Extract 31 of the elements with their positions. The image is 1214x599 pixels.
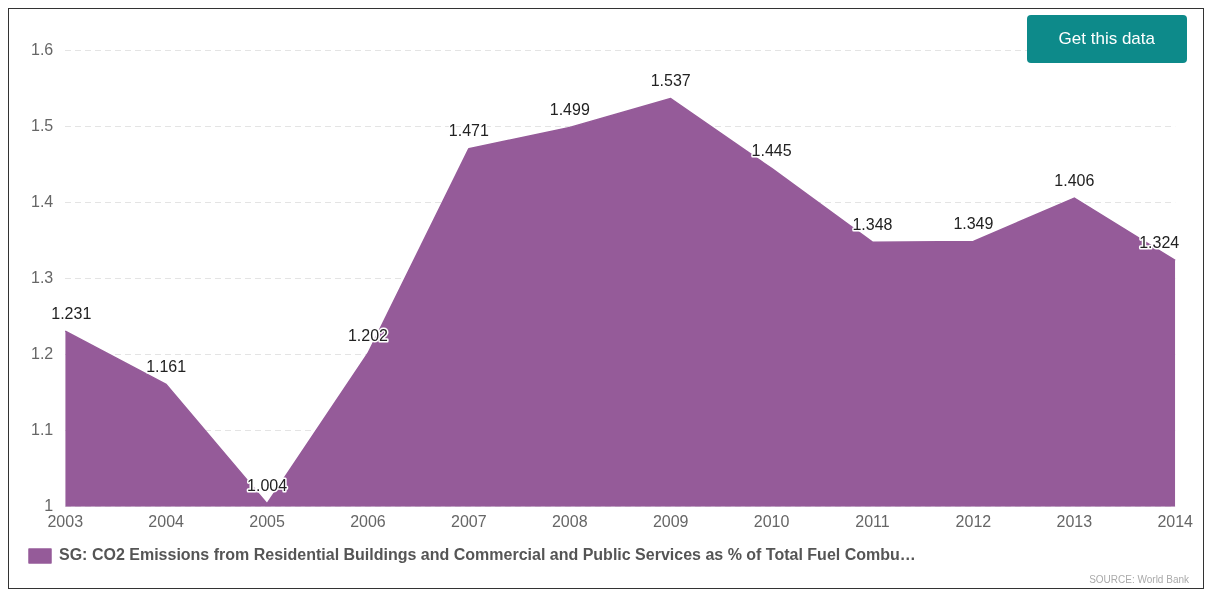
data-label: 1.445 (751, 141, 792, 159)
y-tick-label: 1.5 (30, 117, 54, 135)
data-label: 1.349 (953, 214, 994, 232)
data-label: 1.406 (1054, 171, 1095, 189)
y-tick-label: 1.1 (30, 421, 54, 439)
y-tick-label: 1.3 (30, 269, 54, 287)
data-label: 1.537 (650, 71, 691, 89)
data-label: 1.471 (448, 122, 489, 140)
data-label: 1.348 (852, 215, 893, 233)
y-tick-label: 1.6 (30, 41, 54, 59)
data-label: 1.231 (51, 304, 92, 322)
data-label: 1.161 (146, 357, 187, 375)
source-note: SOURCE: World Bank (1089, 574, 1189, 585)
data-label: 1.499 (549, 100, 590, 118)
legend-label: SG: CO2 Emissions from Residential Buildings and Commercial and Public Services as % of Total Fuel Combu… (59, 546, 916, 564)
x-tick-label: 2013 (1056, 512, 1093, 530)
get-data-button: Get this data (1026, 15, 1187, 63)
y-tick-label: 1.2 (30, 345, 54, 363)
x-tick-label: 2010 (753, 512, 790, 530)
x-tick-label: 2008 (551, 512, 588, 530)
y-tick-label: 1.4 (30, 193, 54, 211)
x-tick-label: 2004 (148, 512, 185, 530)
y-tick-label: 1 (44, 497, 54, 515)
x-tick-label: 2012 (955, 512, 992, 530)
x-tick-label: 2014 (1157, 512, 1194, 530)
x-tick-label: 2011 (855, 512, 890, 530)
x-tick-label: 2006 (350, 512, 386, 530)
x-tick-label: 2009 (652, 512, 689, 530)
x-tick-label: 2007 (451, 512, 487, 530)
x-tick-label: 2005 (249, 512, 285, 530)
x-tick-label: 2003 (47, 512, 84, 530)
